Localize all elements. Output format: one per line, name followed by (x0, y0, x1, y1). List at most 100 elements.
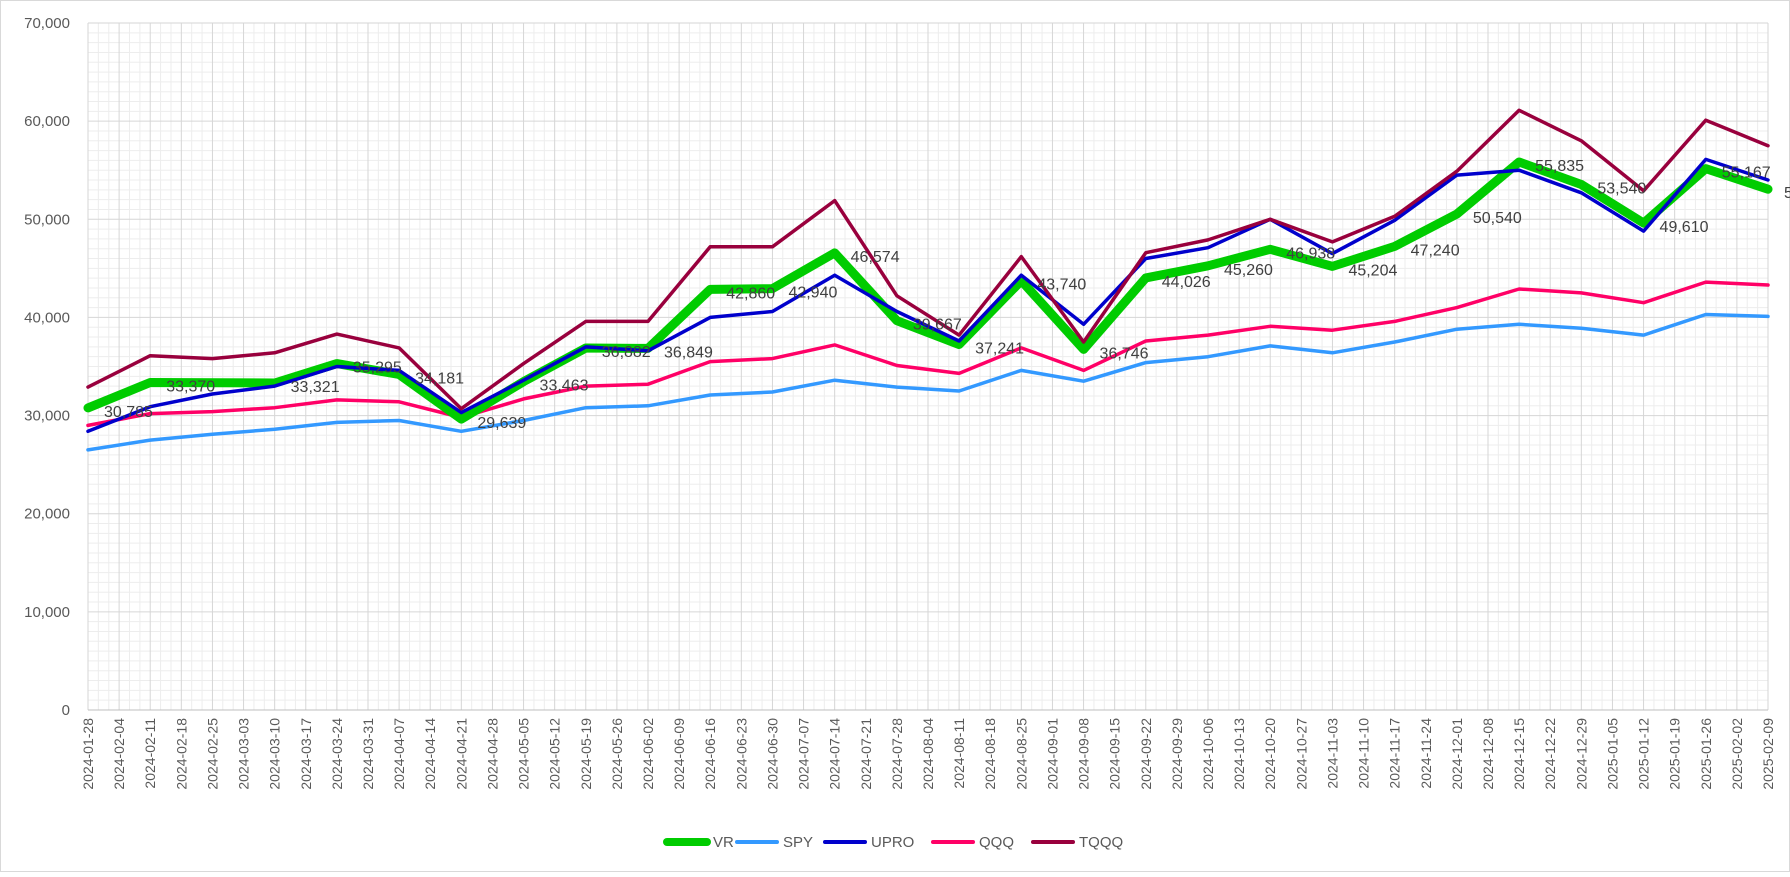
data-label-vr: 33,370 (166, 378, 215, 395)
x-tick-label: 2024-09-22 (1138, 718, 1154, 790)
legend-label-spy: SPY (783, 834, 813, 851)
y-tick-label: 70,000 (24, 15, 70, 32)
y-tick-label: 40,000 (24, 309, 70, 326)
x-tick-label: 2024-01-28 (80, 718, 96, 790)
data-label-vr: 46,574 (851, 249, 900, 266)
data-label-vr: 45,204 (1348, 262, 1397, 279)
data-label-vr: 55,835 (1535, 158, 1584, 175)
data-label-vr: 43,740 (1037, 277, 1086, 294)
legend-label-vr: VR (713, 834, 734, 851)
series-layer (83, 108, 1773, 452)
legend-item-spy: SPY (735, 834, 813, 851)
x-tick-label: 2024-05-26 (609, 718, 625, 790)
x-tick-label: 2024-12-15 (1511, 718, 1527, 790)
x-tick-label: 2024-12-29 (1573, 718, 1589, 790)
x-tick-label: 2024-04-28 (484, 718, 500, 790)
data-label-vr: 33,321 (291, 379, 340, 396)
data-label-vr: 47,240 (1411, 242, 1460, 259)
major-gridlines (87, 22, 1769, 711)
legend-item-upro: UPRO (823, 834, 914, 851)
x-tick-label: 2024-10-27 (1293, 718, 1309, 790)
x-tick-label: 2025-01-12 (1636, 718, 1652, 790)
data-labels: 30,785 33,370 33,321 35,295 34,181 29,639 33,4… (104, 158, 1790, 432)
data-label-vr: 44,026 (1162, 274, 1211, 291)
x-tick-label: 2024-09-29 (1169, 718, 1185, 790)
data-label-vr: 55,167 (1722, 165, 1771, 182)
x-tick-label: 2024-09-08 (1076, 718, 1092, 790)
series-line-vr (83, 157, 1773, 424)
x-tick-label: 2025-01-05 (1604, 718, 1620, 790)
x-tick-label: 2024-04-14 (422, 718, 438, 790)
x-tick-label: 2024-03-31 (360, 718, 376, 790)
x-tick-label: 2024-05-12 (547, 718, 563, 790)
data-label-vr: 37,241 (975, 341, 1024, 358)
y-tick-label: 10,000 (24, 604, 70, 621)
legend-item-qqq: QQQ (931, 834, 1014, 851)
data-label-vr: 53,064 (1784, 185, 1790, 202)
data-label-vr: 35,295 (353, 360, 402, 377)
x-tick-label: 2024-03-03 (236, 718, 252, 790)
legend-label-upro: UPRO (871, 834, 914, 851)
x-tick-label: 2024-05-05 (516, 718, 532, 790)
x-tick-label: 2024-10-06 (1200, 718, 1216, 790)
x-tick-label: 2024-07-28 (889, 718, 905, 790)
data-label-vr: 45,260 (1224, 262, 1273, 279)
x-tick-label: 2024-02-04 (111, 718, 127, 790)
x-tick-label: 2025-02-09 (1760, 718, 1776, 790)
y-axis: 0 10,000 20,000 30,000 40,000 50,000 60,000 70,… (24, 15, 70, 719)
x-tick-label: 2024-02-11 (142, 718, 158, 789)
x-tick-label: 2024-12-08 (1480, 718, 1496, 790)
x-tick-label: 2024-11-17 (1387, 718, 1403, 789)
x-tick-label: 2024-08-25 (1013, 718, 1029, 790)
data-label-vr: 36,882 (602, 344, 651, 361)
x-tick-label: 2024-03-10 (267, 718, 283, 790)
data-label-vr: 39,667 (913, 317, 962, 334)
x-tick-label: 2024-02-18 (173, 718, 189, 790)
x-tick-label: 2024-06-30 (764, 718, 780, 790)
x-tick-label: 2024-04-07 (391, 718, 407, 790)
legend-label-qqq: QQQ (979, 834, 1014, 851)
x-tick-label: 2024-03-24 (329, 718, 345, 790)
x-tick-label: 2024-09-15 (1107, 718, 1123, 790)
legend: VR SPY UPRO QQQ TQQQ (663, 834, 1123, 851)
series-line-spy (86, 312, 1770, 452)
x-tick-label: 2024-06-09 (671, 718, 687, 790)
x-tick-label: 2024-02-25 (204, 718, 220, 790)
x-tick-label: 2025-02-02 (1729, 718, 1745, 790)
x-tick-label: 2024-07-14 (827, 718, 843, 790)
x-tick-label: 2024-05-19 (578, 718, 594, 790)
series-line-tqqq (86, 108, 1770, 411)
data-label-vr: 42,940 (788, 285, 837, 302)
x-tick-label: 2024-07-07 (796, 718, 812, 790)
data-label-vr: 34,181 (415, 371, 464, 388)
x-tick-label: 2024-11-24 (1418, 718, 1434, 789)
x-tick-label: 2024-12-01 (1449, 718, 1465, 790)
x-tick-label: 2024-11-10 (1356, 718, 1372, 789)
data-label-vr: 49,610 (1660, 219, 1709, 236)
x-tick-label: 2024-10-13 (1231, 718, 1247, 790)
x-tick-label: 2024-10-20 (1262, 718, 1278, 790)
legend-item-tqqq: TQQQ (1031, 834, 1123, 851)
x-tick-label: 2024-07-21 (858, 718, 874, 790)
x-tick-label: 2024-03-17 (298, 718, 314, 790)
x-tick-label: 2024-08-04 (920, 718, 936, 790)
y-tick-label: 60,000 (24, 113, 70, 130)
data-label-vr: 46,938 (1286, 245, 1335, 262)
x-tick-label: 2024-06-23 (733, 718, 749, 790)
data-label-vr: 30,785 (104, 404, 153, 421)
series-line-qqq (86, 280, 1770, 428)
data-label-vr: 36,849 (664, 344, 713, 361)
x-tick-label: 2025-01-19 (1667, 718, 1683, 790)
x-tick-label: 2024-11-03 (1324, 718, 1340, 789)
x-tick-label: 2024-06-02 (640, 718, 656, 790)
x-tick-label: 2024-08-18 (982, 718, 998, 790)
data-label-vr: 50,540 (1473, 210, 1522, 227)
x-tick-label: 2024-04-21 (453, 718, 469, 790)
data-label-vr: 42,860 (726, 285, 775, 302)
data-label-vr: 36,746 (1100, 345, 1149, 362)
data-label-vr: 29,639 (477, 415, 526, 432)
data-label-vr: 53,540 (1597, 181, 1646, 198)
